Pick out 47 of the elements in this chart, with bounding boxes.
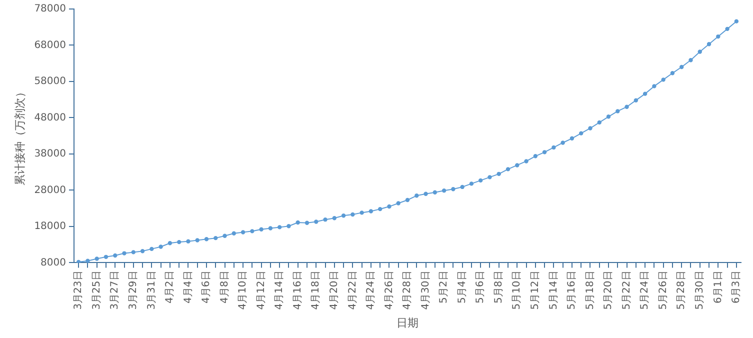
x-tick-label: 5月8日 (493, 270, 504, 304)
x-tick-label: 3月23日 (73, 270, 84, 310)
x-tick-label: 3月27日 (110, 270, 121, 310)
x-tick-label: 5月18日 (584, 270, 596, 310)
x-tick-label: 5月4日 (456, 270, 468, 304)
x-tick-label: 4月26日 (384, 270, 395, 310)
x-tick-label: 4月28日 (402, 270, 414, 310)
x-tick-label: 5月20日 (603, 270, 614, 310)
x-tick-label: 6月3日 (731, 270, 742, 304)
x-tick-label: 5月10日 (512, 270, 523, 310)
x-tick-label: 4月18日 (310, 270, 322, 310)
x-tick-label: 4月4日 (182, 270, 194, 304)
y-tick-label: 38000 (34, 148, 66, 160)
x-tick-label: 4月14日 (274, 270, 286, 310)
x-tick-label: 5月30日 (694, 270, 706, 310)
x-tick-label: 5月2日 (438, 270, 450, 304)
x-tick-label: 4月16日 (292, 270, 304, 310)
x-tick-label: 6月1日 (712, 270, 724, 304)
x-tick-label: 4月30日 (420, 270, 432, 310)
x-tick-label: 4月20日 (329, 270, 340, 310)
y-tick-label: 18000 (34, 221, 66, 232)
x-tick-label: 3月29日 (128, 270, 139, 310)
x-tick-label: 4月2日 (164, 270, 176, 304)
y-tick-label: 8000 (40, 257, 66, 268)
x-tick-label: 5月14日 (548, 270, 560, 310)
x-tick-label: 5月12日 (530, 270, 542, 310)
x-tick-label: 4月6日 (201, 270, 212, 304)
x-tick-label: 5月26日 (658, 270, 669, 310)
x-tick-label: 3月31日 (146, 270, 158, 310)
y-tick-label: 48000 (34, 112, 66, 124)
x-tick-label: 5月24日 (640, 270, 651, 310)
x-tick-label: 4月24日 (366, 270, 377, 310)
x-tick-label: 4月8日 (219, 270, 230, 304)
x-axis-title: 日期 (396, 316, 419, 330)
x-tick-label: 4月10日 (238, 270, 249, 310)
y-tick-label: 58000 (34, 76, 66, 88)
x-tick-label: 4月12日 (256, 270, 267, 310)
x-tick-label: 5月22日 (621, 270, 632, 310)
y-tick-label: 28000 (34, 184, 66, 196)
x-tick-label: 5月6日 (475, 270, 486, 304)
x-tick-label: 4月22日 (347, 270, 358, 310)
y-tick-label: 78000 (34, 4, 66, 15)
x-tick-label: 5月16日 (566, 270, 578, 310)
y-axis-title: 累计接种（万剂次） (13, 86, 26, 186)
x-tick-label: 3月25日 (91, 270, 102, 310)
x-tick-label: 5月28日 (676, 270, 688, 310)
y-tick-label: 68000 (34, 40, 66, 51)
